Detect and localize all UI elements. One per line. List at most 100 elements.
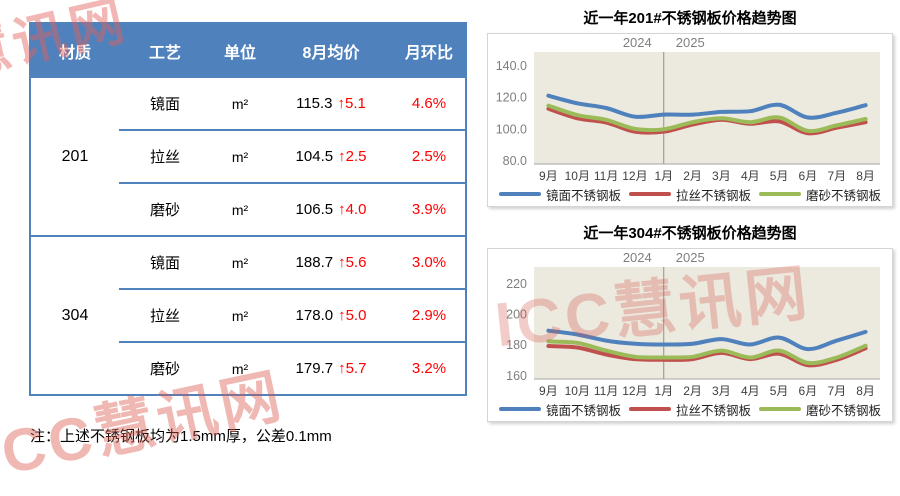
legend-label: 镜面不锈钢板 [545,403,621,418]
unit-cell: m² [231,95,249,112]
price-value: 115.3 [296,95,333,112]
svg-text:220: 220 [506,277,527,291]
price-value: 178.0 [295,307,334,324]
legend-item-brushed: 拉丝不锈钢板 [628,400,751,419]
mom-cell: 3.0% [411,254,447,271]
price-value: 106.5 [295,201,334,218]
svg-text:140.0: 140.0 [496,59,527,73]
svg-text:2025: 2025 [676,35,705,50]
svg-text:2月: 2月 [683,384,702,398]
table-header-row: 材质 工艺 单位 8月均价 月环比 [31,24,465,78]
legend-line-icon [759,192,801,196]
svg-text:4月: 4月 [741,169,760,183]
price-change-up: ↑5.7 [338,360,367,377]
price-value: 188.7 [295,254,334,271]
svg-text:10月: 10月 [565,384,590,398]
price-cell: 179.7 ↑5.7 [269,360,393,377]
svg-text:11月: 11月 [594,384,618,398]
table-row: 磨砂 m² 106.5 ↑4.0 3.9% [119,182,465,235]
svg-text:4月: 4月 [741,384,760,398]
svg-text:6月: 6月 [799,169,818,183]
material-group-304: 304 镜面 m² 188.7 ↑5.6 3.0% 拉丝 m² 178.0 ↑5.0… [31,235,465,394]
legend-item-frosted: 磨砂不锈钢板 [759,185,881,204]
legend-item-brushed: 拉丝不锈钢板 [628,185,751,204]
svg-text:7月: 7月 [827,169,846,183]
price-cell: 106.5 ↑4.0 [269,201,393,218]
legend-label: 镜面不锈钢板 [545,188,621,203]
line-chart-304: 160 180 200 220 2024 2025 9月 10月 11月 12月 1月 2月 3月 4月 5… [488,249,892,399]
svg-text:100.0: 100.0 [496,122,527,136]
chart-panel-201: 80.0 100.0 120.0 140.0 2024 2025 9月 10月 11月 12月 1月… [487,33,893,207]
price-cell: 115.3 ↑5.1 [269,95,393,112]
unit-cell: m² [231,148,249,165]
svg-text:8月: 8月 [856,384,875,398]
svg-text:2025: 2025 [676,250,705,265]
legend-line-icon [498,192,541,196]
svg-text:3月: 3月 [712,169,731,183]
svg-text:11月: 11月 [594,169,618,183]
mom-cell: 4.6% [411,95,447,112]
chart-title-304: 近一年304#不锈钢板价格趋势图 [583,225,797,242]
mom-cell: 2.5% [411,148,447,165]
table-row: 拉丝 m² 104.5 ↑2.5 2.5% [119,129,465,182]
svg-text:2024: 2024 [623,35,652,50]
column-header-process: 工艺 [148,45,181,62]
price-change-up: ↑5.1 [337,95,366,112]
svg-text:160: 160 [506,369,527,383]
svg-text:10月: 10月 [565,169,590,183]
column-header-month-over-month: 月环比 [404,45,453,62]
legend-item-mirror: 镜面不锈钢板 [498,185,621,204]
svg-text:200: 200 [506,308,527,322]
legend-item-mirror: 镜面不锈钢板 [498,400,621,419]
table-row: 镜面 m² 188.7 ↑5.6 3.0% [119,237,465,288]
process-cell: 拉丝 [149,149,180,166]
svg-text:3月: 3月 [712,384,731,398]
price-value: 179.7 [295,360,334,377]
material-group-201: 201 镜面 m² 115.3 ↑5.1 4.6% 拉丝 m² 104.5 ↑2.5… [31,78,465,235]
column-header-august-avg-price: 8月均价 [302,45,360,62]
legend-line-icon [498,407,541,411]
price-change-up: ↑5.6 [338,254,367,271]
svg-text:8月: 8月 [856,169,875,183]
price-cell: 188.7 ↑5.6 [269,254,393,271]
legend-label: 拉丝不锈钢板 [675,403,751,418]
mom-cell: 3.9% [411,201,447,218]
price-change-up: ↑5.0 [338,307,367,324]
table-row: 镜面 m² 115.3 ↑5.1 4.6% [119,78,465,129]
unit-cell: m² [231,307,249,324]
legend-line-icon [628,407,671,411]
svg-text:6月: 6月 [799,384,818,398]
svg-text:12月: 12月 [622,384,647,398]
price-cell: 178.0 ↑5.0 [269,307,393,324]
price-change-up: ↑2.5 [338,148,367,165]
mom-cell: 3.2% [411,360,447,377]
svg-text:5月: 5月 [770,169,789,183]
price-cell: 104.5 ↑2.5 [269,148,393,165]
material-cell: 304 [61,306,89,324]
svg-text:12月: 12月 [622,169,647,183]
legend-label: 磨砂不锈钢板 [806,403,882,418]
mom-cell: 2.9% [411,307,447,324]
svg-text:1月: 1月 [654,169,673,183]
process-cell: 镜面 [149,96,180,113]
table-row: 拉丝 m² 178.0 ↑5.0 2.9% [119,288,465,341]
svg-text:2024: 2024 [623,250,652,265]
svg-text:9月: 9月 [539,384,558,398]
chart-panel-304: 160 180 200 220 2024 2025 9月 10月 11月 12月 1月 2月 3月 4月 5… [487,248,893,422]
unit-cell: m² [231,201,249,218]
process-cell: 拉丝 [149,308,180,325]
process-cell: 磨砂 [149,361,180,378]
unit-cell: m² [231,360,249,377]
svg-text:5月: 5月 [770,384,789,398]
svg-text:120.0: 120.0 [496,91,527,105]
svg-text:2月: 2月 [683,169,702,183]
unit-cell: m² [231,254,249,271]
chart-legend: 镜面不锈钢板 拉丝不锈钢板 磨砂不锈钢板 [488,184,892,204]
price-value: 104.5 [295,148,334,165]
chart-title-201: 近一年201#不锈钢板价格趋势图 [583,10,797,27]
legend-item-frosted: 磨砂不锈钢板 [759,400,881,419]
price-change-up: ↑4.0 [338,201,367,218]
legend-label: 磨砂不锈钢板 [806,188,882,203]
svg-text:80.0: 80.0 [503,154,527,168]
